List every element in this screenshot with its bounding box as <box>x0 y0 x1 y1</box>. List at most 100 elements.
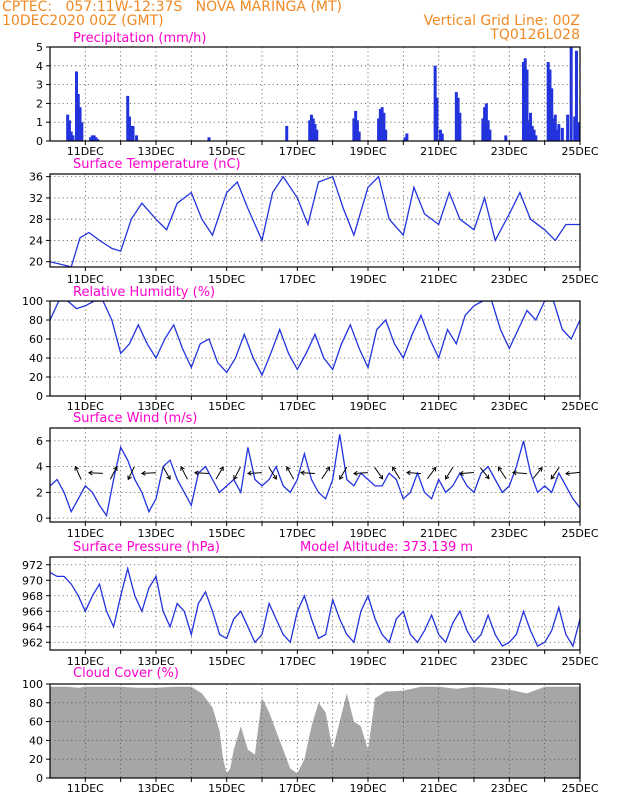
psfc-panel: 962 964 966 968 970 972 11DEC 13DEC 15DEC 17DEC 19… <box>22 540 599 668</box>
rh-xtick-label: 11DEC <box>67 400 104 413</box>
wind-arrow-head <box>431 466 437 472</box>
psfc-ytick-label: 970 <box>22 574 43 587</box>
cloud-ytick-label: 100 <box>22 678 43 691</box>
wind-arrow-shaft <box>109 466 118 480</box>
precip-bar <box>440 133 444 141</box>
wind-arrow-shaft <box>286 466 295 480</box>
precip-bar <box>576 122 580 141</box>
wind-arrow-head <box>352 470 358 476</box>
precip-bar <box>75 71 78 141</box>
wind-arrow-shaft <box>300 472 315 475</box>
precip-bar <box>433 65 437 141</box>
precip-bar <box>384 129 388 141</box>
wind-series-line <box>50 434 580 518</box>
wind-arrow-shaft <box>512 471 527 475</box>
precip-bar <box>403 137 407 141</box>
precip-bar <box>355 120 359 141</box>
psfc-ytick-label: 964 <box>22 621 43 634</box>
wind-arrow-shaft <box>88 472 103 474</box>
precip-bar <box>308 120 312 141</box>
wind-arrow-head <box>564 470 570 476</box>
psfc-xtick-label: 25DEC <box>561 655 598 668</box>
precip-bar <box>354 110 358 141</box>
cloud-xtick-label: 11DEC <box>67 782 104 795</box>
rh-xtick-label: 17DEC <box>279 400 316 413</box>
header-run-id: TQ0126L028 <box>490 27 580 43</box>
wind-arrow-shaft <box>74 466 82 480</box>
wind-arrow-shaft <box>194 472 209 474</box>
wind-panel: 0 2 4 6 11DEC 13DEC 15DEC 17DEC 19DEC 21DEC 23DEC 2… <box>36 411 599 540</box>
cloud-xtick-label: 15DEC <box>208 782 245 795</box>
psfc-ytick-label: 966 <box>22 605 43 618</box>
precip-bar <box>96 139 100 141</box>
precip-bar <box>309 114 313 141</box>
psfc-xtick-label: 13DEC <box>137 655 174 668</box>
wind-arrow-head <box>286 466 291 471</box>
psfc-xtick-label: 15DEC <box>208 655 245 668</box>
psfc-ytick-label: 962 <box>22 636 43 649</box>
precip-bar <box>80 122 84 141</box>
precip-xtick-label: 15DEC <box>208 145 245 158</box>
wind-arrow-head <box>140 470 146 476</box>
wind-ytick-label: 6 <box>36 435 43 448</box>
precip-ytick-label: 5 <box>36 41 43 54</box>
precip-xtick-label: 13DEC <box>137 145 174 158</box>
wind-arrow-head <box>74 465 79 471</box>
rh-panel: 0 20 40 60 80 100 11DEC 13DEC 15DEC 17DEC 19DEC 21D… <box>22 285 599 413</box>
psfc-xtick-label: 21DEC <box>420 655 457 668</box>
precip-bar <box>552 118 555 141</box>
wind-arrow-shaft <box>339 466 348 480</box>
precip-bar <box>566 114 570 141</box>
temp-xtick-label: 11DEC <box>67 273 104 286</box>
wind-arrow-shaft <box>427 467 437 479</box>
wind-arrow-head <box>484 474 490 480</box>
precip-bar <box>76 94 80 141</box>
precip-bar <box>89 137 93 141</box>
header-grid-note: Vertical Grid Line: 00Z <box>423 13 580 29</box>
precip-xtick-label: 17DEC <box>279 145 316 158</box>
rh-ytick-label: 20 <box>29 371 43 384</box>
wind-arrow-shaft <box>247 472 262 474</box>
precip-ytick-label: 0 <box>36 135 43 148</box>
cloud-xtick-label: 25DEC <box>561 782 598 795</box>
precip-xtick-label: 25DEC <box>561 145 598 158</box>
psfc-xtick-label: 19DEC <box>349 655 386 668</box>
temp-xtick-label: 25DEC <box>561 273 598 286</box>
wind-arrow-head <box>538 466 543 472</box>
precip-xtick-label: 21DEC <box>420 145 457 158</box>
precip-bar <box>523 58 527 141</box>
rh-ytick-label: 40 <box>29 352 43 365</box>
precip-bar <box>128 116 131 141</box>
precip-bar <box>313 124 317 141</box>
wind-arrow-head <box>497 466 503 472</box>
precip-bar <box>484 103 488 141</box>
precip-bar <box>548 69 552 141</box>
wind-arrow-shaft <box>374 467 384 480</box>
psfc-ytick-label: 972 <box>22 559 43 572</box>
wind-arrow-head <box>550 474 556 480</box>
precip-xtick-label: 23DEC <box>491 145 528 158</box>
wind-xtick-label: 19DEC <box>349 527 386 540</box>
wind-title: Surface Wind (m/s) <box>73 411 197 426</box>
wind-ytick-label: 2 <box>36 486 43 499</box>
precip-bar <box>527 120 531 141</box>
wind-arrow-shaft <box>445 466 454 480</box>
psfc-ytick-label: 968 <box>22 590 43 603</box>
precip-bar <box>486 120 490 141</box>
wind-ytick-label: 4 <box>36 461 43 474</box>
precip-bar <box>66 114 70 141</box>
precip-bar <box>553 114 557 141</box>
rh-xtick-label: 13DEC <box>137 400 174 413</box>
temp-ytick-label: 24 <box>29 234 43 247</box>
psfc-xtick-label: 23DEC <box>491 655 528 668</box>
precip-bar <box>378 109 382 141</box>
precip-bar <box>126 95 130 141</box>
rh-ytick-label: 80 <box>29 314 43 327</box>
precip-bar <box>504 135 508 141</box>
temp-ytick-label: 36 <box>29 171 43 184</box>
temp-series-line <box>50 175 580 267</box>
wind-arrow-head <box>405 470 411 476</box>
wind-arrow-head <box>193 470 199 476</box>
temp-ytick-label: 20 <box>29 256 43 269</box>
